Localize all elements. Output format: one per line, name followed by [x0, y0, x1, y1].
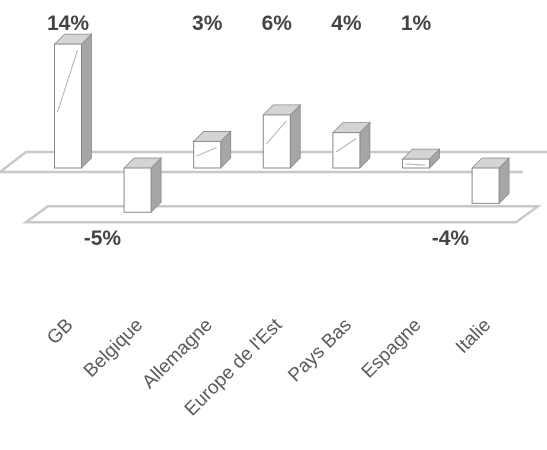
bar — [192, 130, 232, 169]
bar-highlight — [265, 120, 287, 145]
data-label-group: 14% -5% 3% 6% 4% 1% -4% — [47, 12, 469, 250]
bar-face — [54, 43, 82, 169]
bar — [123, 157, 163, 214]
data-label: -4% — [432, 227, 470, 250]
data-label: -5% — [84, 227, 122, 250]
bar-face — [193, 140, 222, 169]
data-label: 3% — [192, 12, 223, 35]
bar — [53, 33, 93, 169]
bar-face — [262, 114, 291, 169]
bar — [262, 103, 302, 169]
tick-label: Italie — [452, 315, 495, 358]
bar — [471, 157, 511, 205]
bar — [401, 148, 441, 169]
bar-face — [123, 167, 152, 213]
bar-face — [471, 167, 500, 204]
bar-face — [332, 132, 361, 169]
tick-label: Espagne — [358, 315, 426, 383]
bar-group — [53, 33, 511, 214]
bar-face — [402, 158, 430, 169]
tick-label: Pays Bas — [284, 315, 356, 387]
tick-label: Belgique — [80, 315, 147, 382]
tick-label: GB — [43, 315, 77, 349]
data-label: 14% — [47, 12, 89, 35]
bar-side — [289, 103, 301, 169]
bar-highlight — [57, 49, 78, 113]
bar-highlight — [196, 146, 217, 157]
bar-highlight — [335, 138, 357, 153]
zero-floor-back — [0, 150, 547, 173]
bar-side — [81, 33, 92, 169]
data-label: 1% — [401, 12, 432, 35]
data-label: 6% — [262, 12, 293, 35]
bar — [331, 121, 371, 169]
bar-highlight — [405, 163, 426, 166]
data-label: 4% — [331, 12, 362, 35]
chart-floor — [0, 150, 547, 224]
bottom-floor — [22, 205, 542, 224]
